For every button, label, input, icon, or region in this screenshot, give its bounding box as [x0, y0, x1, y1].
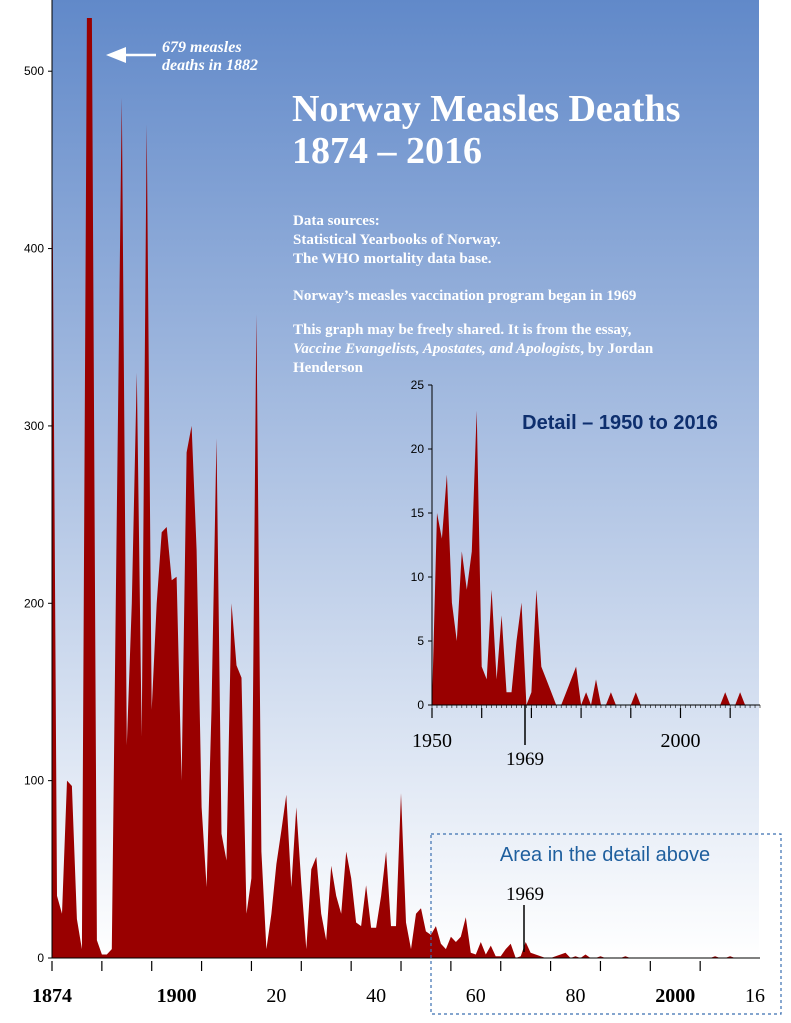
main-vaccination-label: 1969: [506, 884, 544, 905]
detail-y-tick-label: 25: [411, 378, 425, 392]
detail-x-tick-label: 1950: [412, 730, 452, 752]
main-y-tick-label: 300: [24, 419, 44, 433]
detail-y-tick-label: 20: [411, 442, 425, 456]
detail-area-series: [432, 410, 760, 705]
main-x-tick-label: 1874: [32, 985, 72, 1007]
detail-y-tick-label: 5: [417, 634, 424, 648]
sources-heading: Data sources:: [293, 213, 380, 229]
detail-area-box: [430, 833, 782, 1015]
main-x-tick-label: 20: [266, 985, 286, 1007]
annotation-line-1: 679 measles: [162, 39, 242, 56]
detail-x-labels: 1950 2000: [412, 730, 700, 752]
main-y-ticks: 0 100 200 300 400 500: [24, 64, 52, 965]
detail-area-note: Area in the detail above: [500, 844, 710, 866]
essay-author: , by Jordan: [580, 341, 654, 357]
share-line-2: Vaccine Evangelists, Apostates, and Apol…: [293, 341, 654, 357]
detail-y-ticks: 0 5 10 15 20 25: [411, 378, 432, 712]
info-block: Data sources: Statistical Yearbooks of N…: [293, 213, 654, 376]
main-x-tick-label: 16: [745, 985, 765, 1007]
source-1: Statistical Yearbooks of Norway.: [293, 232, 501, 248]
annotation-line-2: deaths in 1882: [162, 57, 258, 74]
main-x-tick-label: 80: [566, 985, 586, 1007]
main-y-tick-label: 100: [24, 774, 44, 788]
detail-vaccination-label: 1969: [506, 749, 544, 770]
peak-annotation: 679 measles deaths in 1882: [106, 39, 258, 74]
detail-x-ticks: [431, 705, 761, 718]
main-x-labels: 1874 1900 20 40 60 80 2000 16: [32, 985, 765, 1007]
detail-y-tick-label: 10: [411, 570, 425, 584]
vaccination-note: Norway’s measles vaccination program beg…: [293, 288, 636, 304]
main-x-tick-label: 40: [366, 985, 386, 1007]
source-2: The WHO mortality data base.: [293, 251, 492, 267]
detail-y-tick-label: 15: [411, 506, 425, 520]
detail-x-tick-label: 2000: [660, 730, 700, 752]
main-y-tick-label: 200: [24, 596, 44, 610]
main-area-series: [52, 18, 760, 958]
essay-title: Vaccine Evangelists, Apostates, and Apol…: [293, 341, 580, 357]
main-y-tick-label: 400: [24, 242, 44, 256]
main-x-tick-label: 2000: [655, 985, 695, 1007]
main-x-tick-label: 1900: [157, 985, 197, 1007]
chart-title-line-1: Norway Measles Deaths: [292, 88, 680, 130]
share-line-3: Henderson: [293, 360, 364, 376]
main-y-tick-label: 500: [24, 64, 44, 78]
chart-title-line-2: 1874 – 2016: [292, 130, 482, 172]
main-x-tick-label: 60: [466, 985, 486, 1007]
detail-y-tick-label: 0: [417, 698, 424, 712]
detail-chart: 0 5 10 15 20 25 1950 2000 Detail – 1950 to 201…: [411, 378, 761, 770]
main-x-ticks: [51, 961, 701, 971]
annotation-arrow-head: [106, 47, 126, 63]
detail-title: Detail – 1950 to 2016: [522, 412, 718, 434]
main-y-tick-label: 0: [37, 951, 44, 965]
share-line-1: This graph may be freely shared. It is f…: [293, 322, 632, 338]
